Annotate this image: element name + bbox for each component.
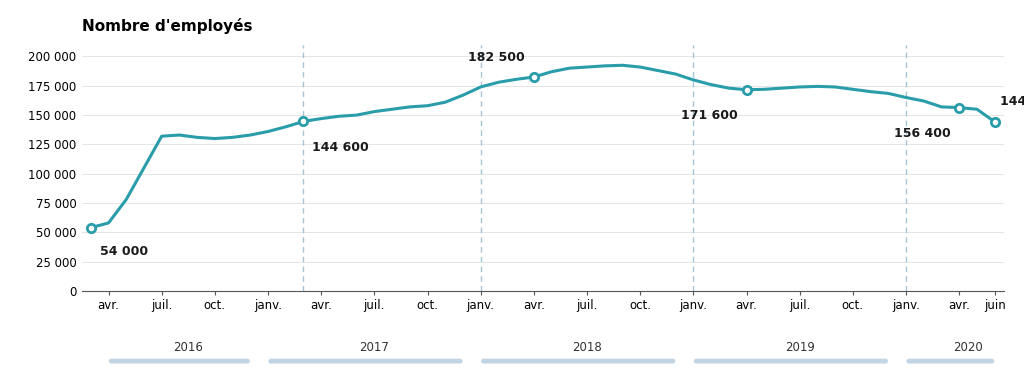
Text: 2016: 2016 bbox=[173, 341, 203, 354]
Text: 2018: 2018 bbox=[572, 341, 602, 354]
Text: 182 500: 182 500 bbox=[468, 51, 525, 63]
Text: 144 300: 144 300 bbox=[1000, 95, 1024, 108]
Text: 2017: 2017 bbox=[359, 341, 389, 354]
Text: 2019: 2019 bbox=[784, 341, 815, 354]
Text: 2020: 2020 bbox=[953, 341, 983, 354]
Text: 144 600: 144 600 bbox=[312, 141, 369, 154]
Text: Nombre d'employés: Nombre d'employés bbox=[82, 18, 253, 34]
Text: 156 400: 156 400 bbox=[894, 127, 950, 140]
Text: 171 600: 171 600 bbox=[681, 109, 737, 122]
Text: 54 000: 54 000 bbox=[99, 245, 147, 258]
